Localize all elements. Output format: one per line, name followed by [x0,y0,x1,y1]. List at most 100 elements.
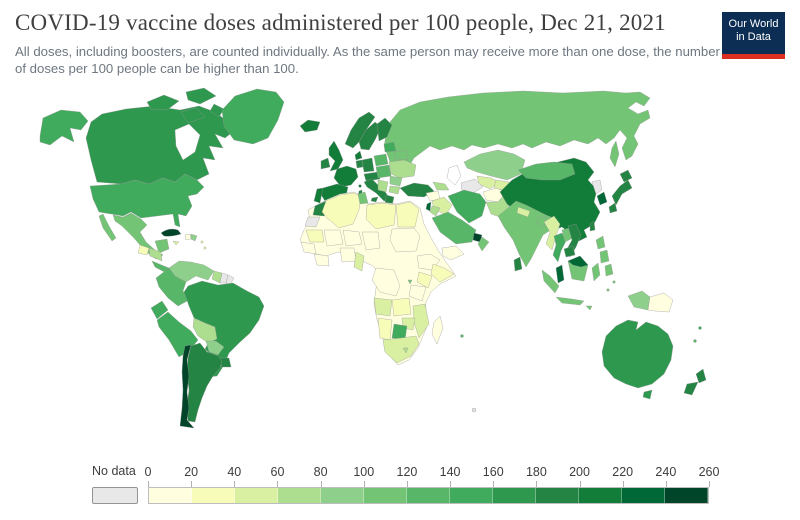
region-tunisia[interactable] [357,191,369,205]
region-madagascar[interactable] [431,315,444,345]
region-western-sahara[interactable] [304,216,321,228]
region-sudan[interactable] [389,227,421,253]
region-united-kingdom[interactable] [328,140,344,172]
region-cambodia[interactable] [563,245,576,258]
region-french-southern-territories[interactable] [471,407,477,413]
region-mauritania[interactable] [305,229,325,243]
region-japan-honshu[interactable] [611,179,633,206]
legend-bin[interactable] [450,488,493,503]
region-dominican-republic[interactable] [190,233,198,242]
region-mexico-yucatan[interactable] [154,238,170,254]
legend-bin[interactable] [579,488,622,503]
region-new-caledonia[interactable] [693,339,697,343]
region-japan-hokkaido[interactable] [619,169,633,183]
region-papua-new-guinea[interactable] [647,292,674,313]
region-zambia[interactable] [391,297,412,317]
region-canada-arctic-island[interactable] [180,107,206,124]
region-philippines-visayas[interactable] [599,249,610,264]
owid-logo[interactable]: Our World in Data [722,12,785,59]
region-new-zealand-north[interactable] [695,368,707,384]
region-mexico-baja[interactable] [98,213,117,242]
region-poland[interactable] [373,153,389,167]
region-czechia-hungary[interactable] [375,164,392,179]
region-papua-indonesia[interactable] [627,290,651,311]
region-fiji[interactable] [698,326,702,330]
legend-bin[interactable] [321,488,364,503]
region-malaysia-borneo[interactable] [567,255,589,268]
region-iran[interactable] [447,189,487,224]
region-norway[interactable] [344,111,376,149]
region-iceland[interactable] [299,119,321,133]
region-sumatra[interactable] [541,269,560,294]
region-afghanistan[interactable] [482,187,507,203]
region-japan-kyushu[interactable] [608,202,618,214]
legend-bin[interactable] [622,488,665,503]
region-moluccas[interactable] [612,280,616,284]
region-cuba[interactable] [160,228,182,237]
region-taiwan[interactable] [589,220,596,232]
region-dr-congo[interactable] [371,267,401,297]
region-philippines-luzon[interactable] [595,235,606,250]
region-egypt[interactable] [395,201,420,228]
region-portugal[interactable] [313,187,324,204]
region-java[interactable] [555,296,585,306]
region-south-africa[interactable] [382,335,420,364]
region-chile[interactable] [179,344,195,429]
region-north-korea[interactable] [591,179,603,195]
region-russia[interactable] [383,90,651,175]
legend-bin[interactable] [493,488,536,503]
region-thailand[interactable] [552,232,567,263]
region-uruguay[interactable] [219,357,232,368]
region-haiti[interactable] [184,233,192,241]
region-russia-sakhalin[interactable] [609,140,620,168]
legend-bin[interactable] [149,488,192,503]
region-malaysia-peninsula[interactable] [555,264,565,284]
region-canada-arctic-island[interactable] [209,103,225,118]
region-romania[interactable] [389,175,403,187]
region-nepal[interactable] [516,206,531,218]
region-yemen[interactable] [441,245,465,261]
region-sulawesi[interactable] [591,262,601,282]
region-israel[interactable] [425,201,432,212]
region-corsica[interactable] [358,184,362,188]
region-alaska[interactable] [39,109,89,146]
region-mali[interactable] [323,229,344,247]
region-niger[interactable] [342,229,363,247]
region-guatemala[interactable] [137,244,150,256]
legend-bin[interactable] [192,488,235,503]
region-balkans[interactable] [377,179,389,193]
region-new-zealand-south[interactable] [683,381,699,396]
region-cameroon-gabon[interactable] [353,251,365,272]
region-honduras-nicaragua[interactable] [148,247,163,262]
legend-bin[interactable] [665,488,708,503]
region-mongolia[interactable] [517,161,576,181]
region-kazakhstan[interactable] [463,149,526,181]
region-bangladesh[interactable] [536,216,547,228]
region-chad[interactable] [361,231,381,251]
region-namibia[interactable] [377,317,393,341]
legend-bin[interactable] [364,488,407,503]
region-myanmar[interactable] [543,215,561,251]
region-denmark[interactable] [354,150,363,161]
region-canada[interactable] [85,105,235,185]
region-france[interactable] [333,165,359,188]
region-sri-lanka[interactable] [513,256,523,272]
legend-bin[interactable] [536,488,579,503]
region-algeria[interactable] [321,192,362,229]
region-jordan[interactable] [429,205,441,217]
region-kenya[interactable] [416,271,433,289]
region-angola[interactable] [373,297,393,317]
region-lesotho[interactable] [402,347,409,354]
legend-bin[interactable] [235,488,278,503]
region-lesser-antilles[interactable] [203,246,207,250]
region-benelux[interactable] [355,159,364,169]
region-ukraine[interactable] [388,159,417,179]
region-ireland[interactable] [320,157,331,170]
region-canada-arctic-island[interactable] [185,87,217,105]
region-paraguay[interactable] [205,340,225,356]
region-lesser-sunda[interactable] [585,305,593,311]
region-usa[interactable] [89,173,205,228]
region-belarus[interactable] [393,149,409,161]
region-australia[interactable] [601,319,674,389]
region-nigeria[interactable] [339,247,357,263]
